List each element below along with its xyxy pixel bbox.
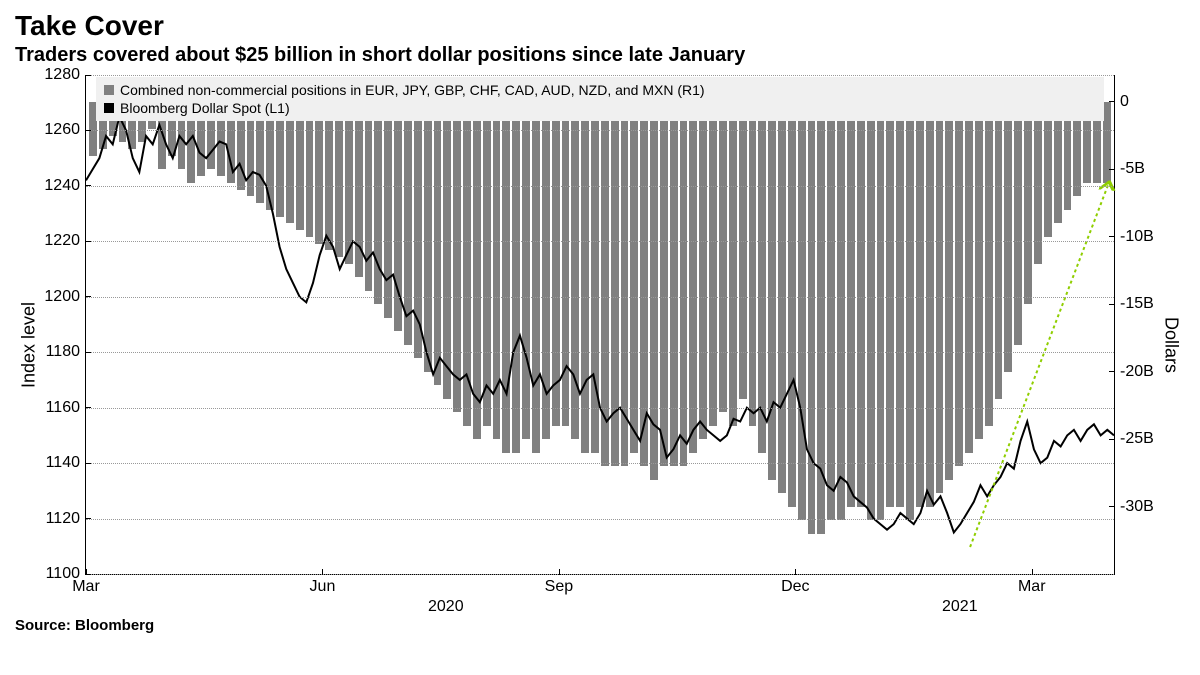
gridline [86, 241, 1114, 242]
y-right-tick-label: -15B [1114, 295, 1154, 313]
x-month-label: Mar [1018, 574, 1046, 596]
gridline [86, 130, 1114, 131]
y-left-tick-label: 1280 [44, 66, 86, 84]
y-right-tick-label: -25B [1114, 430, 1154, 448]
x-year-label: 2021 [942, 574, 978, 616]
chart-subtitle: Traders covered about $25 billion in sho… [15, 44, 1185, 67]
gridline [86, 463, 1114, 464]
gridline [86, 408, 1114, 409]
plot-region: Combined non-commercial positions in EUR… [85, 75, 1115, 615]
y-axis-left-title: Index level [19, 302, 40, 388]
y-left-tick-label: 1220 [44, 232, 86, 250]
y-left-tick-label: 1180 [46, 343, 86, 361]
x-month-label: Dec [781, 574, 809, 596]
chart-container: Take Cover Traders covered about $25 bil… [0, 0, 1200, 675]
x-year-label: 2020 [428, 574, 464, 616]
legend-swatch-icon [104, 103, 114, 113]
gridline [86, 75, 1114, 76]
legend-item: Bloomberg Dollar Spot (L1) [104, 99, 1096, 117]
y-axis-right-title: Dollars [1161, 317, 1182, 373]
y-left-tick-label: 1260 [44, 121, 86, 139]
chart-title: Take Cover [15, 10, 1185, 42]
y-right-tick-label: -5B [1114, 160, 1145, 178]
x-month-label: Jun [310, 574, 336, 596]
legend-swatch-icon [104, 85, 114, 95]
gridline [86, 352, 1114, 353]
y-right-tick-label: -10B [1114, 228, 1154, 246]
legend-label: Combined non-commercial positions in EUR… [120, 81, 705, 99]
gridline [86, 186, 1114, 187]
gridline [86, 297, 1114, 298]
gridline [86, 519, 1114, 520]
y-left-tick-label: 1200 [44, 288, 86, 306]
y-right-tick-label: -20B [1114, 363, 1154, 381]
x-month-label: Mar [72, 574, 100, 596]
legend-item: Combined non-commercial positions in EUR… [104, 81, 1096, 99]
line-series [86, 75, 1114, 574]
y-left-tick-label: 1140 [46, 454, 86, 472]
y-right-tick-label: -30B [1114, 498, 1154, 516]
x-month-label: Sep [545, 574, 573, 596]
source-label: Source: Bloomberg [15, 617, 1185, 634]
y-left-tick-label: 1120 [46, 510, 86, 528]
y-left-tick-label: 1240 [44, 177, 86, 195]
plot-area: Combined non-commercial positions in EUR… [85, 75, 1115, 575]
y-right-tick-label: 0 [1114, 93, 1129, 111]
y-left-tick-label: 1160 [46, 399, 86, 417]
legend-label: Bloomberg Dollar Spot (L1) [120, 99, 290, 117]
legend-box: Combined non-commercial positions in EUR… [96, 77, 1104, 121]
